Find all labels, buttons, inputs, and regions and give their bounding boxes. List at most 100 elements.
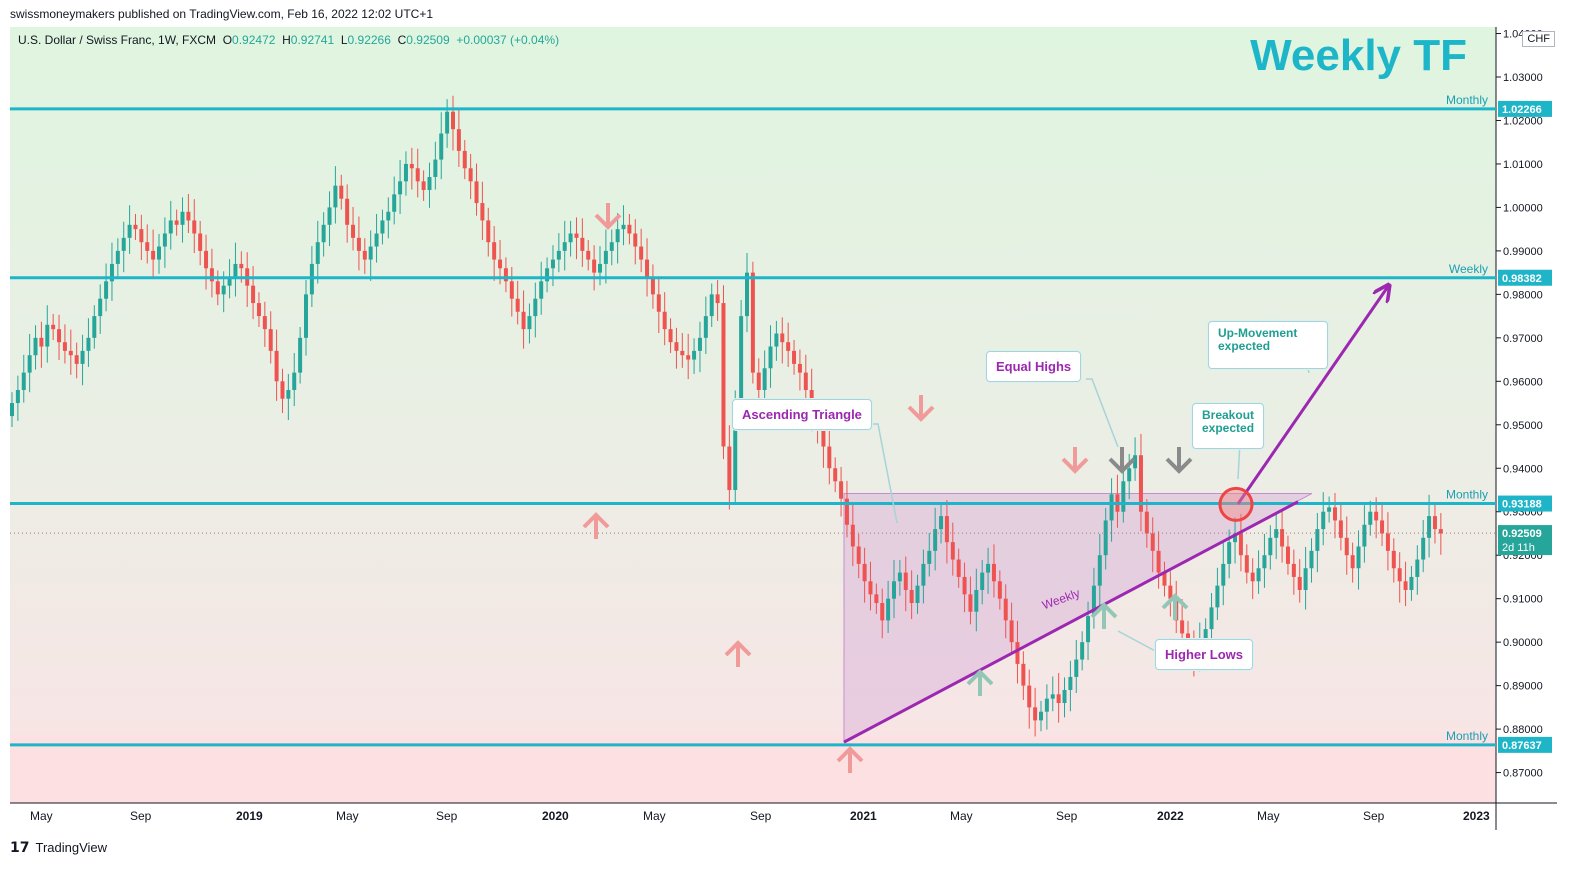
- candle-body: [433, 159, 438, 177]
- candle-body: [1280, 529, 1285, 547]
- candle-body: [1127, 468, 1132, 482]
- candle-body: [1015, 642, 1020, 664]
- candle-body: [680, 350, 685, 356]
- y-tick-label: 0.90000: [1503, 637, 1543, 649]
- candle-body: [315, 242, 320, 264]
- currency-badge[interactable]: CHF: [1522, 31, 1555, 47]
- candle-body: [650, 276, 655, 295]
- candle-body: [92, 316, 97, 338]
- current-price-label: 0.92509: [1502, 528, 1542, 540]
- candle-body: [1297, 576, 1302, 590]
- arrow-head: [907, 405, 935, 422]
- candle-body: [880, 603, 885, 621]
- candle-body: [868, 581, 873, 595]
- ascending-triangle-callout: Ascending Triangle: [732, 399, 872, 430]
- candle-body: [521, 311, 526, 330]
- candle-body: [768, 346, 773, 369]
- x-tick-label: May: [30, 809, 53, 823]
- candle-body: [1215, 585, 1220, 608]
- candle-body: [221, 285, 226, 295]
- candle-body: [627, 224, 632, 234]
- candle-body: [204, 250, 209, 269]
- arrow-head: [1090, 602, 1118, 619]
- candle-body: [1327, 507, 1332, 512]
- candle-body: [639, 246, 644, 260]
- y-tick-label: 0.97000: [1503, 333, 1543, 345]
- x-tick-label: May: [336, 809, 359, 823]
- candle-body: [933, 529, 938, 551]
- ascending-trendline: [843, 500, 1299, 744]
- candle-body: [492, 242, 497, 260]
- candle-body: [62, 342, 67, 351]
- candle-body: [1427, 516, 1432, 538]
- candle-body: [333, 185, 338, 208]
- level-label: Monthly: [1446, 488, 1488, 502]
- candle-body: [121, 237, 126, 251]
- candle-body: [374, 233, 379, 247]
- candle-body: [439, 133, 444, 160]
- y-tick-label: 0.88000: [1503, 724, 1543, 736]
- candle-body: [944, 516, 949, 543]
- candle-body: [27, 355, 32, 373]
- candle-body: [1432, 516, 1437, 530]
- candle-body: [292, 372, 297, 391]
- buy-arrow-icon: [582, 512, 610, 539]
- candle-body: [1209, 607, 1214, 630]
- candle-body: [227, 276, 232, 286]
- candle-body: [262, 316, 267, 330]
- candle-body: [862, 563, 867, 582]
- candle-body: [1391, 550, 1396, 569]
- candle-body: [839, 481, 844, 499]
- arrow-head: [1161, 593, 1189, 610]
- y-tick-label: 0.96000: [1503, 376, 1543, 388]
- candle-body: [974, 589, 979, 612]
- candle-body: [1333, 507, 1337, 521]
- footer-brand[interactable]: TradingView: [35, 840, 108, 855]
- candle-body: [1380, 520, 1385, 534]
- candle-body: [1121, 481, 1126, 512]
- tradingview-logo-icon[interactable]: 𝟭𝟳: [10, 839, 30, 855]
- candle-body: [727, 446, 732, 490]
- candle-body: [750, 272, 755, 373]
- candle-body: [368, 246, 373, 260]
- candle-body: [133, 224, 138, 230]
- y-tick-label: 0.89000: [1503, 681, 1543, 693]
- y-tick-label: 0.95000: [1503, 420, 1543, 432]
- candle-body: [198, 233, 203, 251]
- candle-body: [351, 224, 356, 238]
- symbol-label[interactable]: U.S. Dollar / Swiss Franc, 1W, FXCM: [18, 33, 217, 47]
- x-tick-label: 2022: [1157, 809, 1184, 823]
- projection-arrow: [1236, 287, 1388, 505]
- candle-body: [1097, 555, 1102, 586]
- candle-body: [1074, 659, 1079, 677]
- candle-body: [1221, 563, 1226, 586]
- candle-body: [903, 572, 908, 590]
- sell-arrow-icon: [594, 203, 622, 230]
- higher-low-arrow-icon: [1090, 602, 1118, 629]
- high-value: 0.92741: [290, 33, 335, 47]
- candle-body: [892, 581, 896, 599]
- x-tick-label: Sep: [436, 809, 458, 823]
- candle-body: [339, 185, 344, 199]
- candle-body: [74, 355, 79, 364]
- candle-body: [927, 550, 932, 564]
- candle-body: [1180, 620, 1185, 634]
- candle-body: [398, 181, 403, 195]
- level-label: Monthly: [1446, 93, 1488, 107]
- x-tick-label: May: [643, 809, 666, 823]
- y-tick-label: 0.94000: [1503, 463, 1543, 475]
- y-tick-label: 0.93000: [1503, 507, 1543, 519]
- candle-body: [1356, 546, 1361, 569]
- candle-body: [239, 263, 244, 269]
- candle-body: [733, 403, 738, 490]
- candle-body: [1309, 550, 1314, 569]
- candle-body: [215, 281, 220, 295]
- candle-body: [145, 242, 150, 251]
- level-label: Weekly: [1449, 262, 1488, 276]
- candle-body: [209, 268, 214, 282]
- candle-body: [274, 350, 279, 382]
- candle-body: [1133, 455, 1138, 469]
- candle-body: [68, 350, 73, 356]
- price-label-bg: [1498, 269, 1552, 286]
